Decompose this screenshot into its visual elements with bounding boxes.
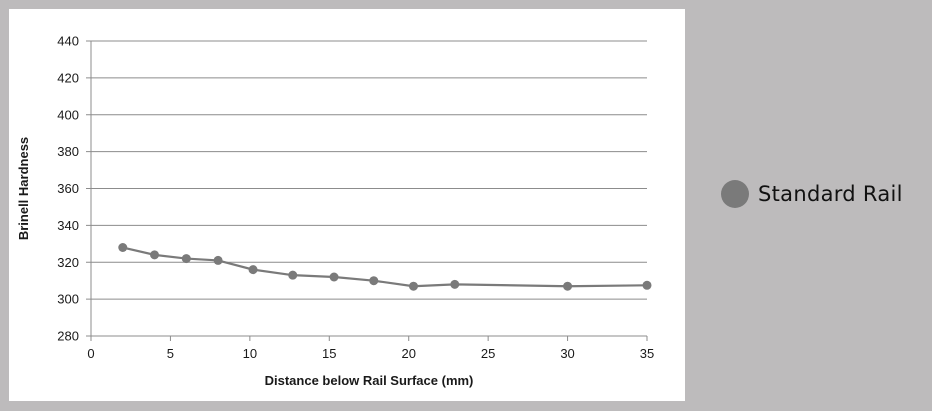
data-point [248, 265, 258, 275]
y-tick-label: 360 [57, 181, 79, 196]
legend: Standard Rail [721, 180, 903, 208]
line-chart: 280 300 320 340 360 380 400 420 440 0 5 10 15 20 25 30 3… [16, 34, 654, 389]
data-point [288, 270, 298, 280]
y-tick-label: 320 [57, 255, 79, 270]
data-point [369, 276, 379, 286]
data-point [213, 255, 223, 265]
y-tick-label: 380 [57, 144, 79, 159]
chart-panel: 280 300 320 340 360 380 400 420 440 0 5 10 15 20 25 30 3… [9, 9, 685, 401]
data-point [118, 243, 128, 252]
x-tick-label: 30 [560, 346, 574, 361]
y-tick-label: 440 [57, 34, 79, 49]
legend-label: Standard Rail [758, 182, 903, 206]
x-axis-title: Distance below Rail Surface (mm) [265, 373, 474, 388]
y-tick-label: 420 [57, 70, 79, 85]
x-tick-label: 35 [640, 346, 654, 361]
series [118, 243, 652, 291]
data-point [150, 250, 160, 260]
tick-labels: 280 300 320 340 360 380 400 420 440 0 5 10 15 20 25 30 3… [57, 34, 654, 362]
x-tick-label: 15 [322, 346, 336, 361]
axes [86, 40, 648, 341]
y-axis-title: Brinell Hardness [16, 137, 31, 240]
data-point [642, 280, 652, 290]
gridlines [91, 40, 647, 300]
y-tick-label: 300 [57, 292, 79, 307]
x-tick-label: 0 [87, 346, 94, 361]
data-point [181, 254, 191, 264]
data-point [450, 279, 460, 289]
legend-marker-icon [721, 180, 749, 208]
y-tick-label: 340 [57, 218, 79, 233]
x-tick-label: 20 [401, 346, 415, 361]
data-point [408, 281, 418, 291]
data-point [329, 272, 339, 282]
x-tick-label: 25 [481, 346, 495, 361]
series-line [122, 246, 648, 288]
y-tick-label: 400 [57, 107, 79, 122]
x-tick-label: 5 [167, 346, 174, 361]
data-point [563, 281, 573, 291]
x-tick-label: 10 [243, 346, 257, 361]
y-tick-label: 280 [57, 329, 79, 344]
